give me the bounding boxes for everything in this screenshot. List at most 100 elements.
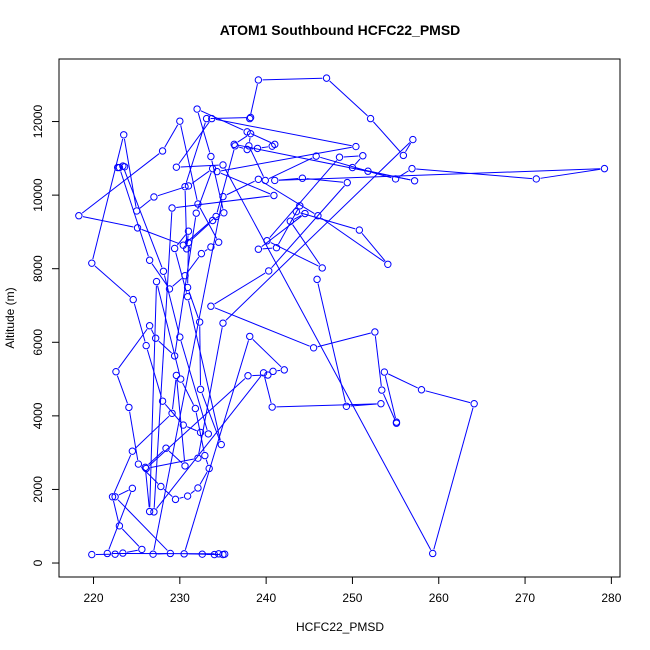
series-segment	[372, 121, 401, 153]
data-point	[176, 117, 184, 125]
series-segment	[145, 471, 150, 508]
series-segment	[184, 190, 188, 245]
series-segment	[238, 144, 411, 181]
series-segment	[158, 340, 172, 354]
data-point	[159, 267, 168, 275]
data-point	[176, 333, 184, 341]
y-tick-label: 12000	[31, 105, 45, 139]
data-point	[272, 244, 281, 252]
data-point	[296, 202, 304, 210]
series-segment	[354, 158, 361, 165]
series-segment	[108, 492, 132, 550]
data-point	[111, 550, 119, 558]
series-segment	[157, 186, 185, 197]
series-segment	[321, 217, 385, 263]
data-point	[399, 151, 408, 160]
data-point	[246, 129, 255, 138]
data-point	[292, 207, 301, 216]
data-point	[213, 167, 221, 176]
data-point	[384, 260, 392, 268]
data-point	[181, 182, 189, 191]
data-point	[378, 386, 386, 394]
x-tick-label: 240	[256, 591, 276, 605]
series-segment	[123, 169, 163, 268]
series-layer	[75, 74, 609, 559]
series-segment	[186, 235, 189, 245]
series-segment	[384, 376, 396, 419]
series-segment	[262, 77, 323, 81]
series-segment	[374, 336, 382, 386]
data-point	[142, 464, 150, 473]
data-point	[194, 484, 202, 492]
series-segment	[151, 263, 168, 286]
y-axis-label: Altitude (m)	[3, 287, 17, 348]
series-segment	[126, 549, 138, 553]
series-segment	[133, 303, 146, 342]
data-point	[243, 128, 251, 136]
y-tick-label: 8000	[31, 255, 45, 282]
data-point	[162, 444, 170, 452]
data-point	[409, 135, 417, 144]
series-segment	[210, 117, 247, 119]
data-point	[132, 207, 141, 215]
data-point	[208, 216, 217, 225]
series-segment	[141, 228, 180, 245]
series-segment	[179, 496, 184, 499]
series-segment	[92, 138, 124, 260]
x-tick-label: 250	[342, 591, 362, 605]
data-point	[312, 152, 320, 160]
series-segment	[180, 125, 198, 200]
data-point	[108, 493, 117, 501]
data-point	[150, 193, 158, 201]
data-point	[309, 344, 318, 352]
data-point	[217, 440, 225, 449]
data-point	[183, 283, 192, 292]
data-point	[532, 175, 540, 183]
data-point	[380, 368, 389, 376]
series-segment	[269, 160, 338, 238]
x-tick-label: 260	[429, 591, 449, 605]
series-segment	[371, 171, 392, 179]
data-point	[301, 209, 309, 218]
series-segment	[250, 133, 272, 144]
series-segment	[252, 338, 282, 368]
data-point	[184, 182, 193, 190]
data-point	[128, 447, 137, 455]
data-point	[181, 271, 189, 280]
data-point	[220, 209, 228, 217]
data-point	[194, 454, 202, 462]
data-point	[166, 549, 175, 558]
data-point	[193, 105, 201, 113]
series-segment	[153, 212, 173, 508]
data-point	[141, 463, 150, 472]
data-point	[103, 549, 112, 558]
series-segment	[118, 328, 148, 369]
series-segment	[197, 112, 211, 153]
series-segment	[182, 382, 194, 405]
series-segment	[214, 307, 310, 347]
data-point	[179, 421, 187, 429]
series-segment	[205, 459, 209, 465]
data-point	[271, 176, 279, 185]
data-point	[75, 212, 83, 220]
data-point	[219, 319, 227, 327]
series-segment	[121, 528, 140, 547]
series-segment	[270, 242, 319, 267]
series-segment	[317, 332, 371, 348]
data-point	[120, 131, 128, 139]
series-segment	[113, 454, 132, 494]
data-point	[145, 322, 154, 330]
data-point	[210, 550, 219, 559]
series-segment	[149, 285, 157, 508]
series-segment	[405, 142, 412, 153]
series-segment	[197, 172, 212, 210]
y-tick-label: 10000	[31, 178, 45, 212]
data-point	[259, 369, 268, 377]
data-point	[366, 114, 375, 123]
data-point	[219, 161, 227, 169]
data-point	[111, 493, 119, 501]
series-segment	[157, 285, 181, 376]
data-point	[208, 114, 216, 123]
y-tick-label: 0	[31, 559, 45, 566]
data-point	[115, 522, 124, 530]
